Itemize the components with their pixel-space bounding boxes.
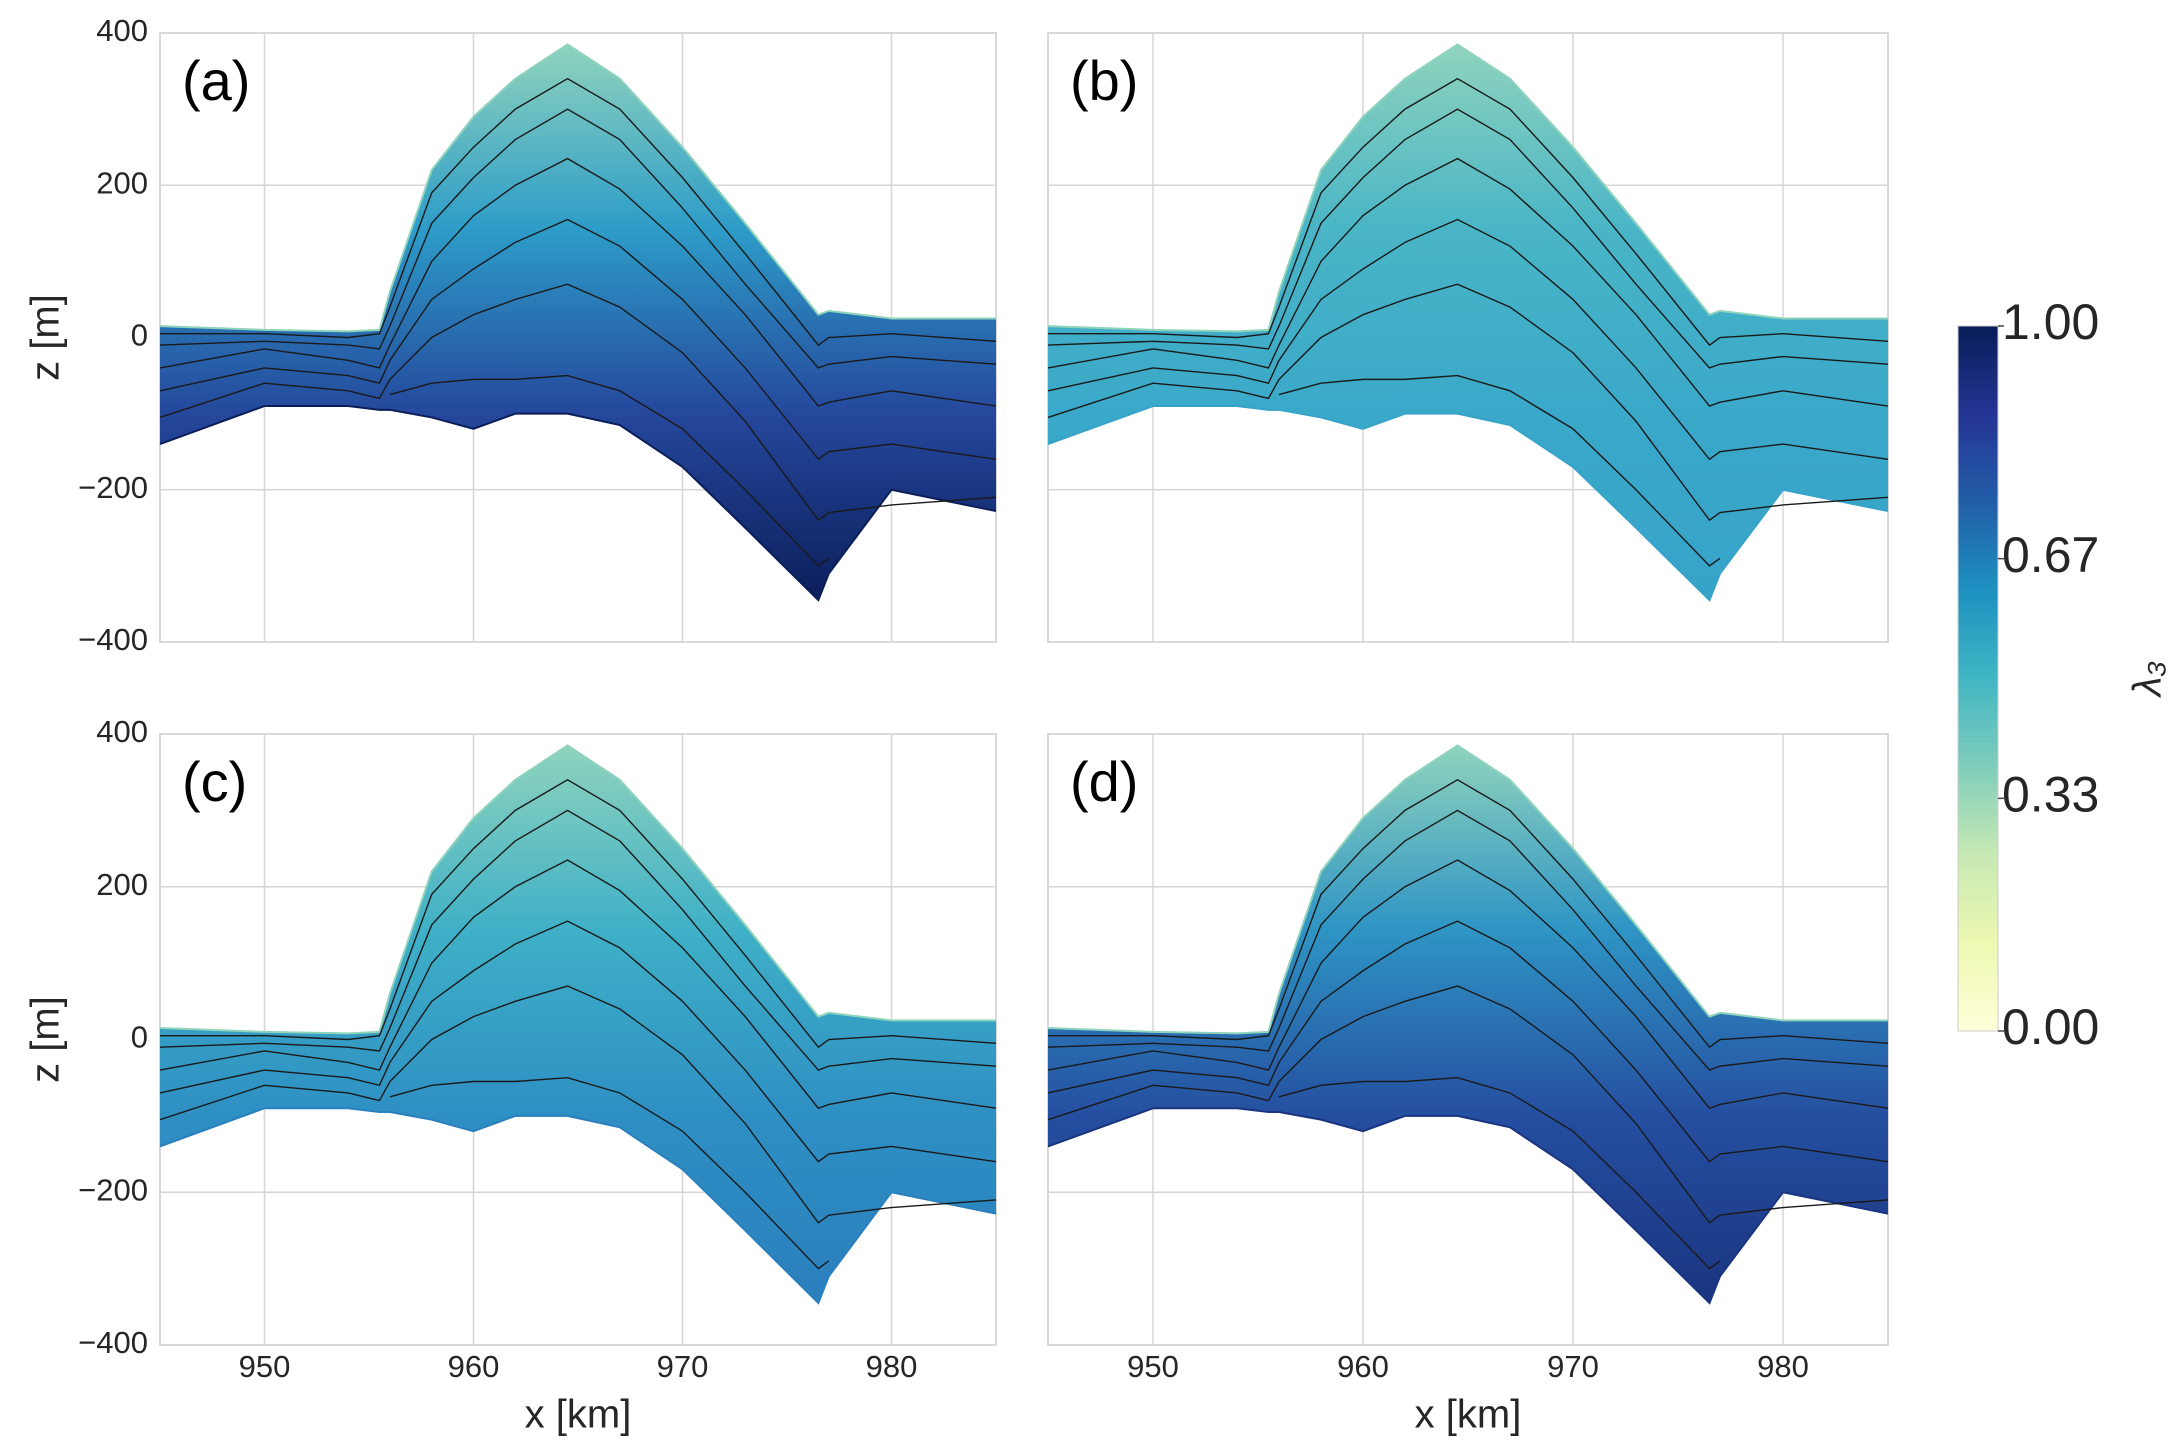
x-axis-label: x [km] [525,1393,632,1437]
surface-line [159,43,996,333]
y-tick-label: 0 [131,1020,148,1055]
y-tick-label: 0 [131,318,148,353]
x-tick-label: 950 [239,1349,291,1384]
isochrone [159,985,997,1224]
colorbar-label: λ₃ [2126,661,2170,699]
ice-body [1048,44,1888,601]
bed-line [159,1107,997,1305]
isochrone [159,809,997,1071]
panel-label: (a) [182,49,250,112]
x-tick-label: 970 [657,1349,709,1384]
isochrone [1047,218,1889,461]
surface-line [159,744,996,1035]
isochrone [1047,283,1889,522]
ice-body [160,44,996,601]
isochrone [1048,779,1889,1049]
y-tick-label: 200 [96,165,148,200]
panel-label: (b) [1070,49,1138,112]
x-tick-label: 970 [1547,1349,1599,1384]
y-axis-label: z [m] [24,996,68,1083]
colorbar-tick-label: 0.33 [2002,767,2099,823]
panel-label: (c) [182,750,247,813]
ice-body [160,745,996,1303]
isochrone [389,1076,830,1270]
colorbar [1957,325,1999,1032]
x-tick-label: 950 [1127,1349,1179,1384]
isochrone [159,218,997,461]
bed-line [159,405,997,602]
colorbar-tick-label: 1.00 [2002,294,2099,350]
isochrone [1047,985,1889,1224]
ice-body [1048,745,1888,1303]
x-tick-label: 980 [866,1349,918,1384]
isochrone [1047,859,1889,1110]
x-tick-label: 980 [1757,1349,1809,1384]
isochrone [160,77,997,347]
isochrone [1278,1076,1721,1270]
isochrone [159,283,997,522]
x-tick-label: 960 [448,1349,500,1384]
y-tick-label: 400 [96,13,148,48]
y-tick-label: −200 [78,1172,148,1207]
y-tick-label: −400 [78,622,148,657]
colorbar-tick-label: 0.00 [2002,999,2099,1055]
isochrone [160,779,997,1049]
y-tick-label: 400 [96,714,148,749]
isochrone [1047,108,1889,369]
x-tick-label: 960 [1337,1349,1389,1384]
isochrone [1047,920,1889,1163]
isochrone [1278,374,1721,567]
isochrone [1047,157,1889,407]
y-tick-label: 200 [96,867,148,902]
isochrone [1048,77,1889,347]
isochrone [159,157,997,407]
isochrone [159,108,997,369]
isochrone [159,859,997,1110]
isochrone [389,374,830,567]
bed-line [1047,1107,1889,1305]
colorbar-tick-label: 0.67 [2002,527,2099,583]
y-axis-label: z [m] [24,294,68,381]
y-tick-label: −200 [78,470,148,505]
y-tick-label: −400 [78,1325,148,1360]
panel-label: (d) [1070,750,1138,813]
isochrone [1047,809,1889,1071]
surface-line [1047,43,1888,333]
bed-line [1047,405,1889,602]
x-axis-label: x [km] [1415,1393,1522,1437]
surface-line [1047,744,1888,1035]
isochrone [159,920,997,1163]
